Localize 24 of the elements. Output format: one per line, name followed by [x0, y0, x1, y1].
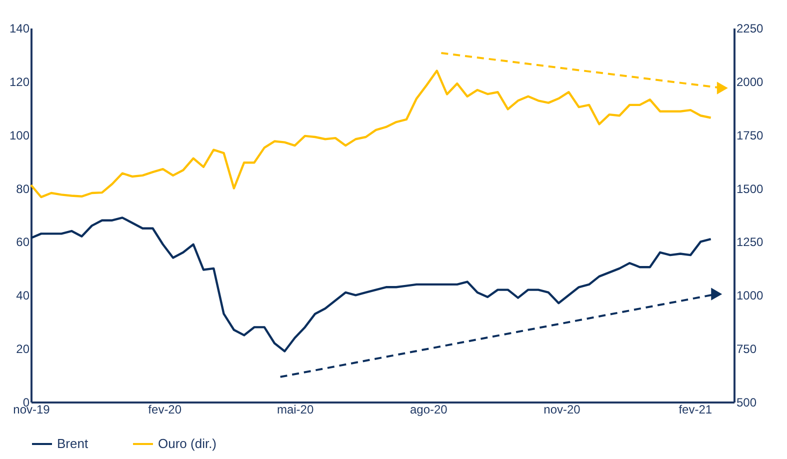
- line-series: [30, 216, 712, 352]
- x-tick-label: mai-20: [276, 402, 314, 416]
- y2-tick-label: 1000: [736, 288, 764, 303]
- x-tick-label: fev-20: [148, 402, 182, 416]
- y-tick-label: 20: [16, 342, 30, 356]
- y-tick-label: 100: [9, 128, 30, 142]
- x-tick-label: fev-21: [678, 402, 712, 416]
- y2-tick-label: 2250: [736, 22, 764, 36]
- y-tick-label: 80: [16, 182, 30, 196]
- y-tick-label: 40: [16, 288, 30, 303]
- x-tick-label: ago-20: [410, 402, 448, 416]
- x-tick-label: nov-20: [544, 402, 581, 416]
- y2-tick-label: 750: [736, 342, 757, 356]
- y2-tick-label: 500: [736, 396, 757, 410]
- y2-tick-label: 1750: [736, 128, 764, 142]
- y-tick-label: 60: [16, 235, 30, 250]
- legend-label: Brent: [57, 436, 88, 451]
- y2-tick-label: 1500: [736, 182, 764, 196]
- legend-label: Ouro (dir.): [158, 436, 217, 451]
- y2-tick-label: 2000: [736, 74, 764, 89]
- y2-tick-label: 1250: [736, 235, 764, 250]
- y-tick-label: 140: [9, 22, 30, 36]
- y-tick-label: 120: [9, 74, 30, 89]
- line-series: [30, 70, 712, 198]
